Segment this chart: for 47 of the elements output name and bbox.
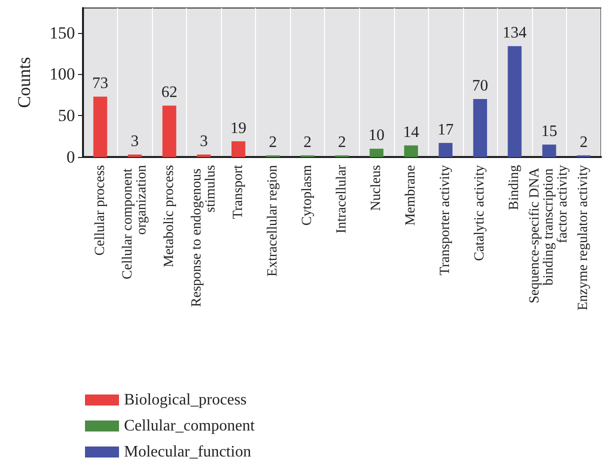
y-tick-label: 100 [50,64,75,84]
legend-label: Cellular_component [124,418,256,434]
bar [231,141,246,157]
y-tick-label: 0 [66,148,75,166]
bar [404,145,418,157]
x-tick-label: Sequence-specific DNA binding transcription factor activity [528,165,571,304]
data-label: 2 [580,134,588,151]
x-tick-label: Transport [230,164,246,219]
x-tick-label: Extracellular region [265,165,280,277]
data-label: 2 [303,134,312,151]
data-label: 2 [338,134,346,151]
x-tick-label: Response to endogenous stimulus [189,165,218,307]
bar [162,106,176,157]
x-tick-label: Cellular process [92,165,108,256]
data-label: 3 [130,133,139,150]
y-tick-label: 50 [58,106,75,126]
y-tick-label: 150 [50,23,75,42]
bar [473,99,488,157]
bar [93,96,108,157]
bar [370,148,384,157]
bar [542,144,556,157]
x-tick-label: Membrane [404,165,419,226]
data-label: 73 [92,75,108,92]
data-label: 70 [472,78,488,95]
data-label: 15 [541,123,558,140]
x-tick-label: Binding [507,165,522,210]
data-label: 14 [403,124,420,141]
x-tick-label: Catalytic activity [472,165,488,262]
x-tick-label: Cellular component organization [120,165,150,280]
data-label: 19 [230,120,246,137]
x-tick-label: Cytoplasm [300,164,315,226]
x-tick-label: Metabolic process [162,165,177,268]
x-tick-label: Transporter activity [438,165,454,276]
data-label: 2 [268,134,277,151]
data-label: 17 [438,121,454,138]
data-label: 3 [200,133,208,150]
bar [438,142,453,157]
x-tick-label: Enzyme regulator activity [576,165,592,310]
x-tick-label: Nucleus [369,165,384,211]
data-label: 62 [161,84,178,102]
data-label: 134 [502,24,527,42]
y-axis-title: Counts [14,56,34,108]
legend-label: Biological_process [124,392,247,408]
legend-label: Molecular_function [124,444,252,460]
bar [508,46,522,157]
x-tick-label: Intracellular [334,164,350,234]
data-label: 10 [368,127,385,144]
